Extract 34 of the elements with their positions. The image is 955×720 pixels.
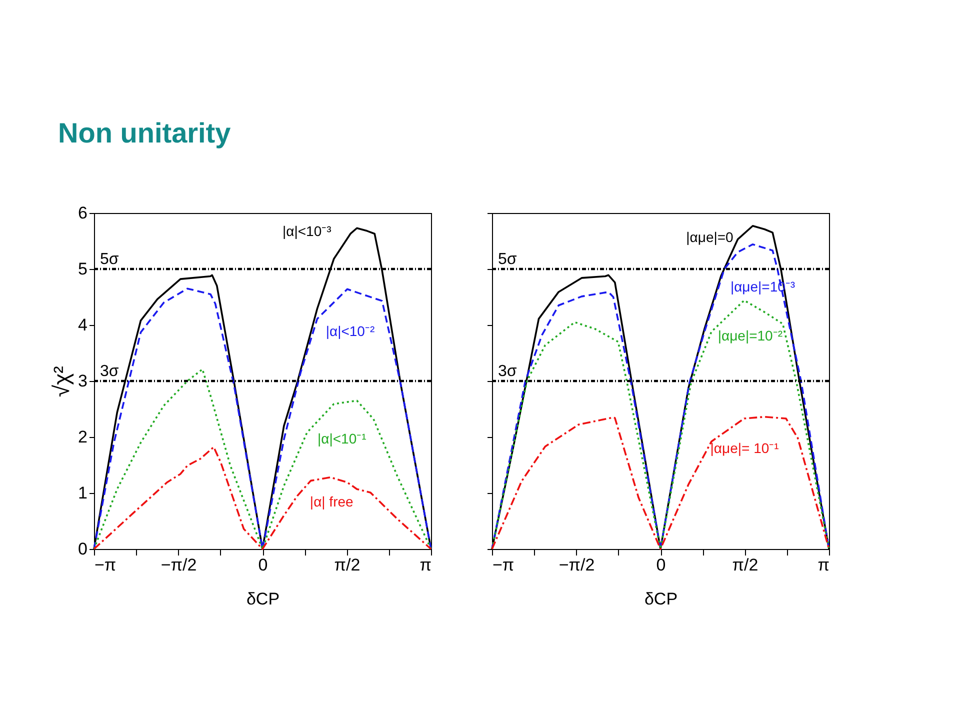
ref-line-label: 5σ xyxy=(100,251,119,268)
x-tick-label: 0 xyxy=(258,556,268,574)
x-tick-label: −π/2 xyxy=(558,556,595,574)
y-tick-label: 5 xyxy=(78,260,88,278)
y-tick-label: 1 xyxy=(78,484,88,502)
x-tick-label: −π/2 xyxy=(160,556,197,574)
y-tick-label: 2 xyxy=(78,428,88,446)
series-label: |αμe|=0 xyxy=(686,228,734,245)
x-axis-title: δCP xyxy=(644,590,678,608)
y-tick-label: 0 xyxy=(78,540,88,558)
x-tick-label: −π xyxy=(94,556,116,574)
series-label: |α|<10⁻² xyxy=(326,323,375,340)
y-tick-label: 3 xyxy=(78,372,88,390)
series-label: |α|<10⁻¹ xyxy=(318,430,367,447)
x-tick-label: 0 xyxy=(656,556,666,574)
x-tick-label: π xyxy=(420,556,432,574)
x-tick-label: −π xyxy=(492,556,514,574)
y-axis-title: √χ² xyxy=(49,366,74,397)
x-tick-label: π/2 xyxy=(334,556,360,574)
chart-title: Non unitarity xyxy=(58,118,232,148)
series-label: |α|<10⁻³ xyxy=(282,223,332,240)
y-tick-label: 6 xyxy=(78,204,88,222)
ref-line-label: 3σ xyxy=(498,363,517,380)
series-label: |αμe|= 10⁻¹ xyxy=(710,440,780,456)
ref-line-label: 3σ xyxy=(100,363,119,380)
x-tick-label: π/2 xyxy=(732,556,758,574)
x-tick-label: π xyxy=(818,556,830,574)
series-label: |α| free xyxy=(310,493,354,510)
line-series xyxy=(93,446,432,550)
y-tick-label: 4 xyxy=(78,316,88,334)
x-axis-title: δCP xyxy=(246,590,280,608)
series-label: |αμe|=10⁻² xyxy=(718,327,783,344)
line-series xyxy=(93,288,432,550)
ref-line-label: 5σ xyxy=(498,251,517,268)
